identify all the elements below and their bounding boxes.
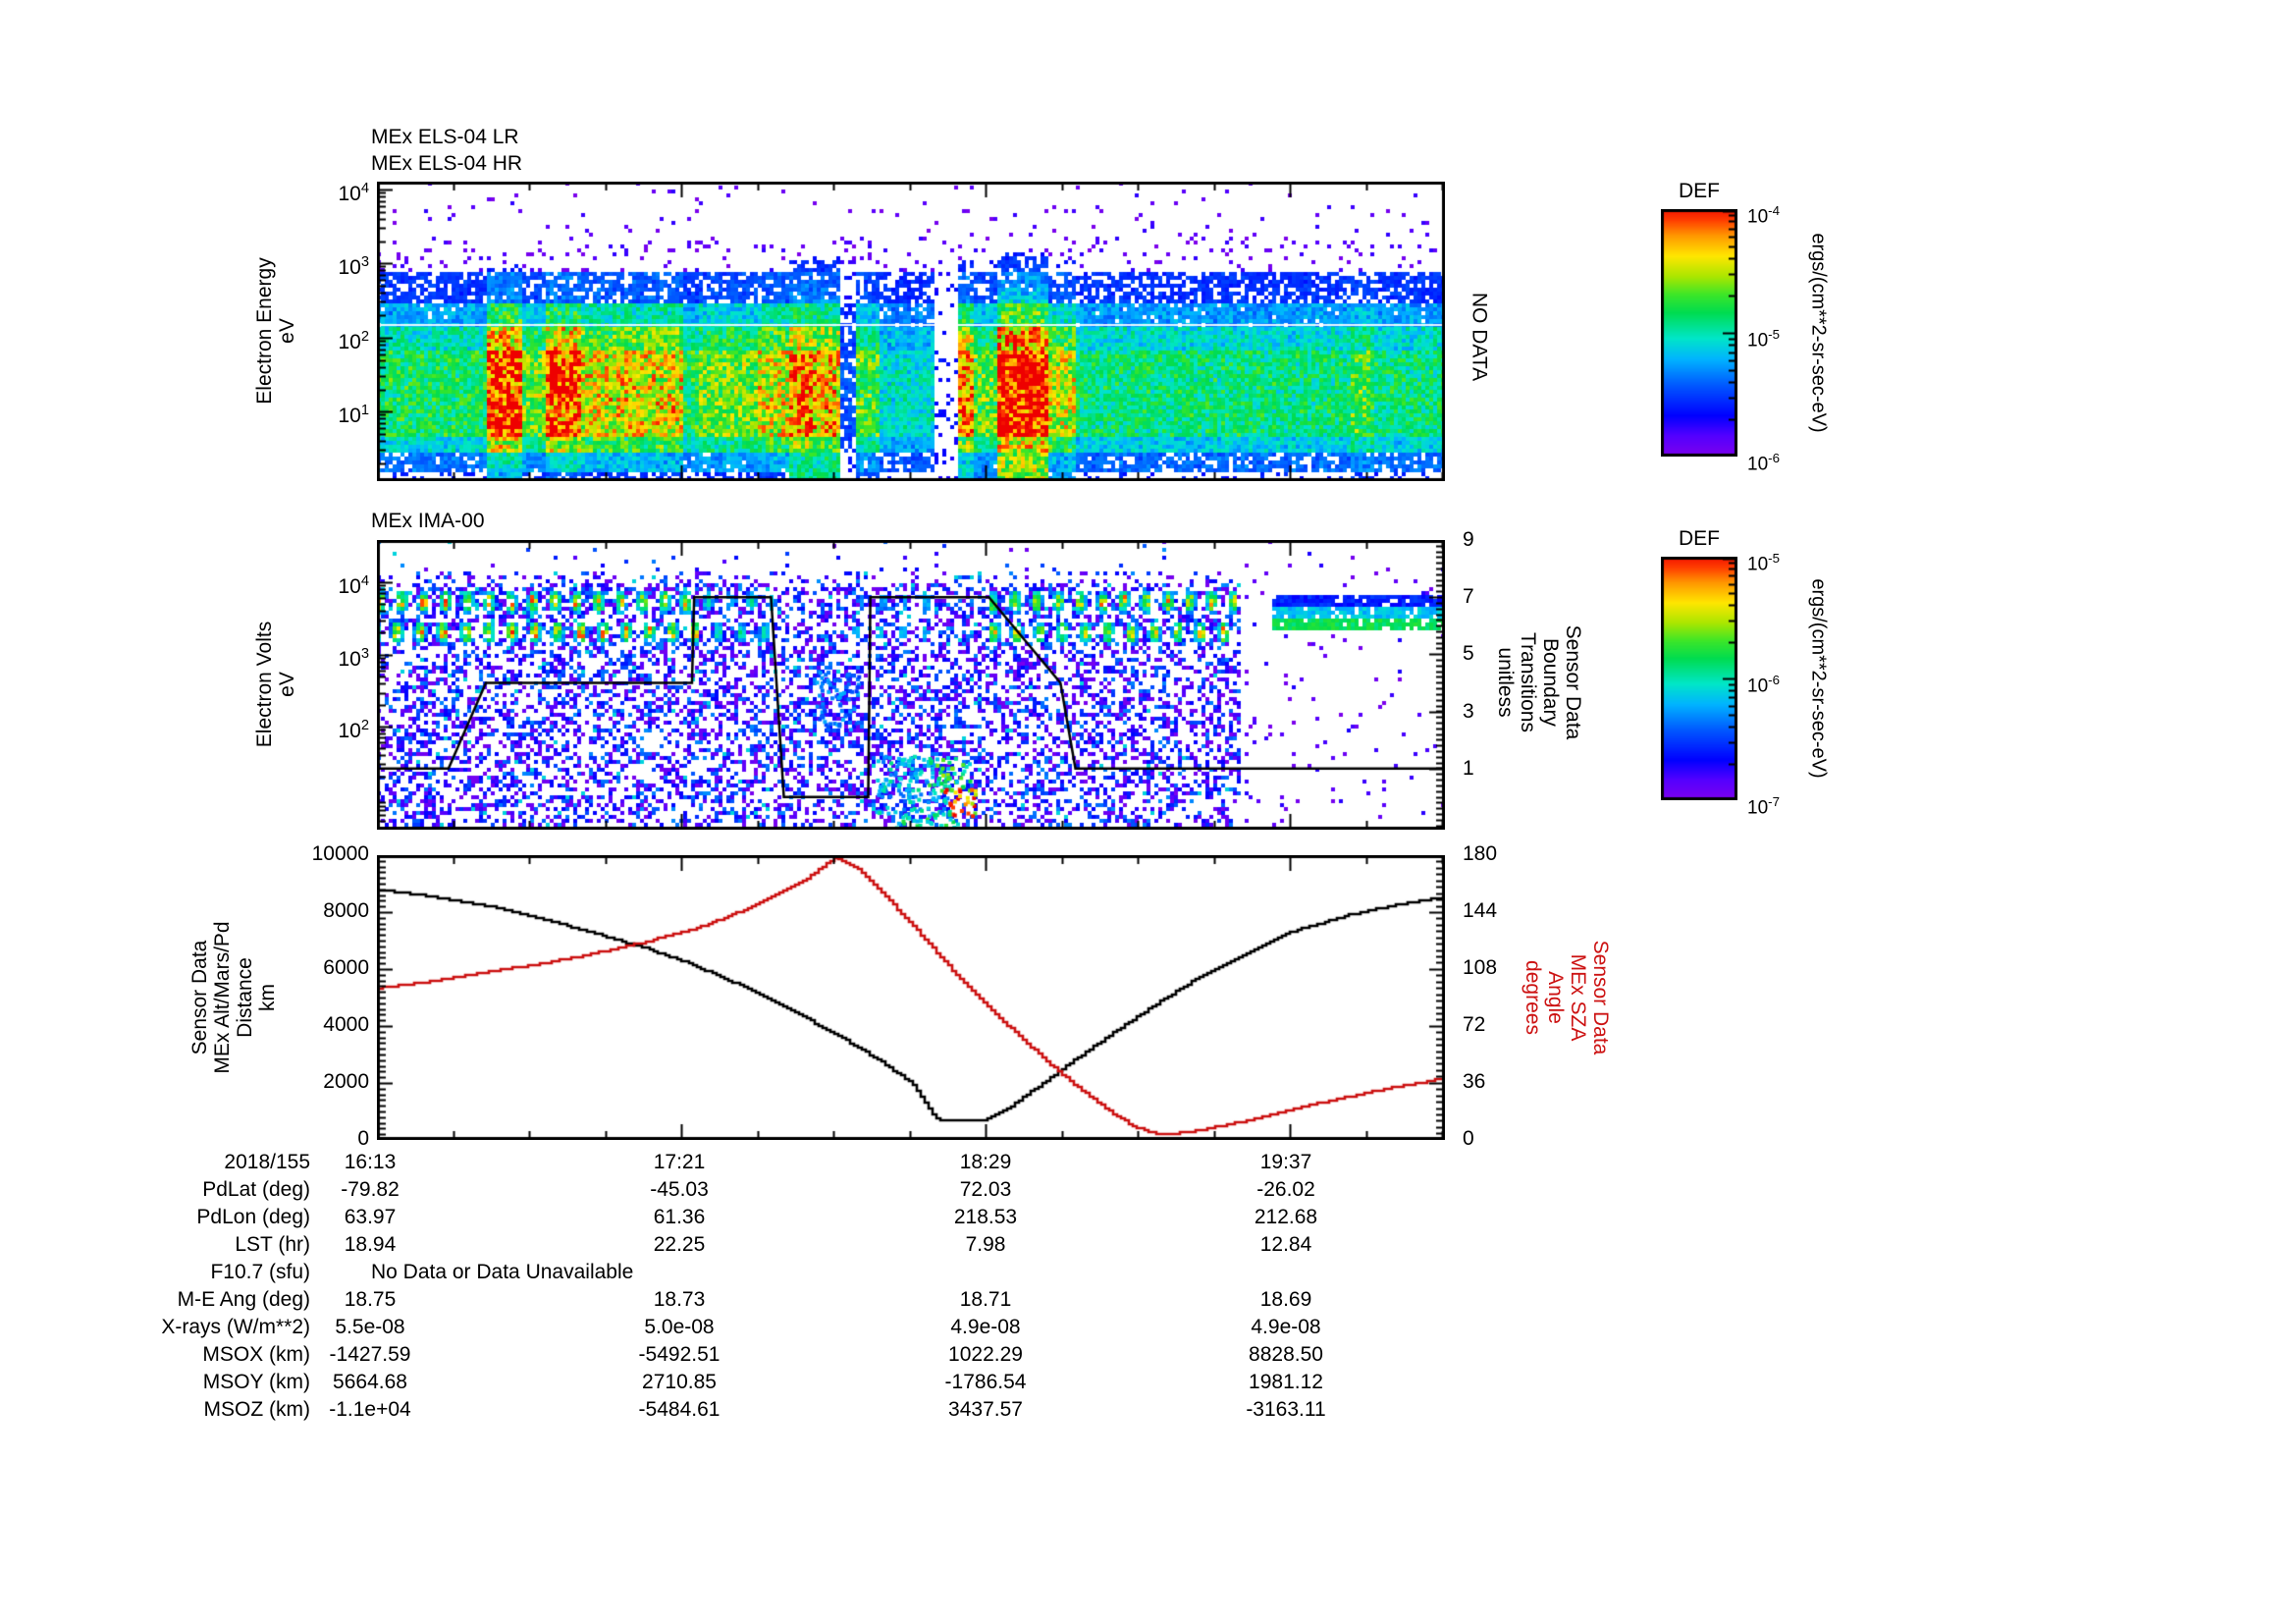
colorbar1-title: DEF bbox=[1679, 180, 1720, 202]
table-row-label: LST (hr) bbox=[235, 1233, 310, 1256]
colorbar2-tick-label: 10-5 bbox=[1747, 551, 1780, 575]
xtick-time-label: 17:21 bbox=[653, 1151, 706, 1173]
ima-right-tick-label: 5 bbox=[1463, 642, 1474, 666]
table-row-label: PdLat (deg) bbox=[202, 1178, 310, 1201]
xy-left-tick-label: 0 bbox=[357, 1127, 369, 1150]
table-cell-value: 5.5e-08 bbox=[335, 1316, 405, 1338]
table-cell-value: -45.03 bbox=[650, 1178, 709, 1201]
table-cell-value: 2710.85 bbox=[642, 1371, 717, 1393]
table-cell-value: 4.9e-08 bbox=[950, 1316, 1021, 1338]
ima-ytick-label: 103 bbox=[338, 646, 369, 672]
line-plot-canvas bbox=[377, 855, 1445, 1140]
ima-spectrogram-canvas bbox=[377, 540, 1445, 830]
table-cell-value: 1022.29 bbox=[948, 1343, 1023, 1366]
table-row-label: M-E Ang (deg) bbox=[177, 1288, 310, 1311]
table-cell-value: 1981.12 bbox=[1249, 1371, 1323, 1393]
xy-right-tick-label: 144 bbox=[1463, 899, 1498, 922]
xtick-time-label: 16:13 bbox=[344, 1151, 397, 1173]
els-ytick-label: 103 bbox=[338, 253, 369, 279]
xy-right-tick-label: 36 bbox=[1463, 1070, 1486, 1093]
table-cell-value: -1.1e+04 bbox=[329, 1398, 411, 1421]
ima-ytick-label: 104 bbox=[338, 573, 369, 599]
ima-right-tick-label: 3 bbox=[1463, 699, 1474, 723]
xy-right-tick-label: 0 bbox=[1463, 1127, 1474, 1150]
els-title-line1: MEx ELS-04 LR bbox=[371, 126, 519, 148]
colorbar1-tick-label: 10-6 bbox=[1747, 451, 1780, 475]
els-spectrogram-canvas bbox=[377, 182, 1445, 481]
colorbar2-gradient bbox=[1661, 557, 1737, 800]
ima-right-tick-label: 7 bbox=[1463, 585, 1474, 609]
table-row-label: MSOZ (km) bbox=[203, 1398, 310, 1421]
table-cell-value: -3163.11 bbox=[1246, 1398, 1326, 1421]
table-cell-value: -5484.61 bbox=[638, 1398, 721, 1421]
table-date-label: 2018/155 bbox=[224, 1151, 310, 1173]
table-cell-value: 3437.57 bbox=[948, 1398, 1023, 1421]
xy-right-tick-label: 72 bbox=[1463, 1013, 1486, 1036]
colorbar2-title: DEF bbox=[1679, 527, 1720, 550]
els-ytick-label: 104 bbox=[338, 180, 369, 205]
table-cell-value: 18.69 bbox=[1259, 1288, 1312, 1311]
ima-right-tick-label: 9 bbox=[1463, 528, 1474, 551]
ima-right-tick-label: 1 bbox=[1463, 757, 1474, 781]
ima-ytick-label: 102 bbox=[338, 717, 369, 742]
colorbar1-tick-label: 10-5 bbox=[1747, 327, 1780, 352]
els-ytick-label: 102 bbox=[338, 328, 369, 353]
xy-right-tick-label: 180 bbox=[1463, 842, 1498, 865]
table-cell-value: 18.71 bbox=[959, 1288, 1012, 1311]
table-cell-value: 61.36 bbox=[653, 1206, 706, 1228]
table-cell-value: 72.03 bbox=[959, 1178, 1012, 1201]
table-cell-value: -1427.59 bbox=[329, 1343, 411, 1366]
table-cell-value: 22.25 bbox=[653, 1233, 706, 1256]
table-cell-value: -1786.54 bbox=[944, 1371, 1027, 1393]
colorbar2-tick-label: 10-6 bbox=[1747, 673, 1780, 697]
table-cell-value: 218.53 bbox=[953, 1206, 1018, 1228]
table-cell-value: 5.0e-08 bbox=[644, 1316, 715, 1338]
els-ytick-label: 101 bbox=[338, 402, 369, 427]
table-row-label: PdLon (deg) bbox=[196, 1206, 310, 1228]
table-cell-value: -79.82 bbox=[341, 1178, 400, 1201]
table-row-label: X-rays (W/m**2) bbox=[161, 1316, 310, 1338]
xy-left-tick-label: 8000 bbox=[323, 899, 369, 922]
table-row-label: F10.7 (sfu) bbox=[210, 1261, 310, 1283]
colorbar1-gradient bbox=[1661, 209, 1737, 457]
colorbar2-tick-label: 10-7 bbox=[1747, 794, 1780, 819]
table-cell-value: 4.9e-08 bbox=[1251, 1316, 1321, 1338]
ima-title: MEx IMA-00 bbox=[371, 510, 485, 532]
table-cell-value: 12.84 bbox=[1259, 1233, 1312, 1256]
xy-left-tick-label: 2000 bbox=[323, 1070, 369, 1093]
table-cell-value: 8828.50 bbox=[1249, 1343, 1323, 1366]
table-cell-value: 18.94 bbox=[344, 1233, 397, 1256]
table-cell-value: 5664.68 bbox=[333, 1371, 407, 1393]
xy-left-tick-label: 10000 bbox=[311, 842, 369, 865]
table-cell-value: 18.75 bbox=[344, 1288, 397, 1311]
table-cell-value: 18.73 bbox=[653, 1288, 706, 1311]
xtick-time-label: 19:37 bbox=[1259, 1151, 1312, 1173]
table-cell-value: -5492.51 bbox=[638, 1343, 721, 1366]
table-cell-value: 212.68 bbox=[1254, 1206, 1318, 1228]
table-span-value: No Data or Data Unavailable bbox=[371, 1261, 634, 1283]
table-cell-value: 7.98 bbox=[965, 1233, 1006, 1256]
xy-left-tick-label: 4000 bbox=[323, 1013, 369, 1036]
els-title-line2: MEx ELS-04 HR bbox=[371, 152, 523, 175]
table-row-label: MSOX (km) bbox=[202, 1343, 310, 1366]
xy-right-tick-label: 108 bbox=[1463, 956, 1498, 979]
table-row-label: MSOY (km) bbox=[202, 1371, 310, 1393]
colorbar1-tick-label: 10-4 bbox=[1747, 203, 1780, 228]
table-cell-value: 63.97 bbox=[344, 1206, 397, 1228]
xy-left-tick-label: 6000 bbox=[323, 956, 369, 979]
table-cell-value: -26.02 bbox=[1256, 1178, 1315, 1201]
xtick-time-label: 18:29 bbox=[959, 1151, 1012, 1173]
